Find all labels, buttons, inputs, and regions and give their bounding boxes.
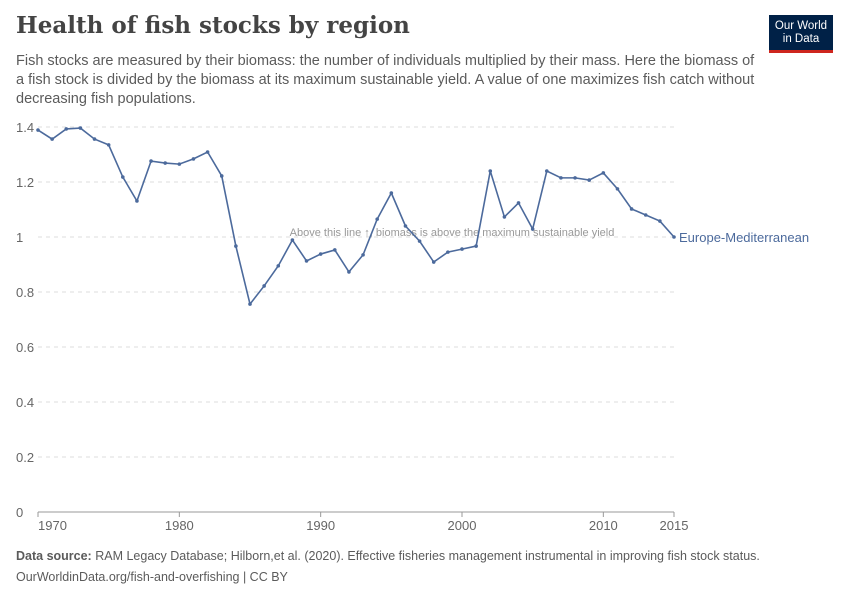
x-tick-label: 1980 — [165, 518, 194, 533]
data-point — [262, 284, 266, 288]
data-point — [177, 162, 182, 166]
data-point — [559, 176, 563, 180]
y-tick-label: 0.6 — [16, 340, 34, 355]
data-point — [615, 187, 620, 191]
data-point — [601, 171, 606, 175]
y-tick-label: 1.2 — [16, 175, 34, 190]
source-label: Data source: — [16, 549, 92, 563]
y-tick-label: 0 — [16, 505, 23, 520]
y-tick-label: 0.4 — [16, 395, 34, 410]
data-point — [629, 207, 634, 211]
data-point — [502, 215, 507, 219]
y-tick-label: 0.2 — [16, 450, 34, 465]
y-tick-label: 0.8 — [16, 285, 34, 300]
data-point — [64, 127, 69, 131]
data-point — [417, 239, 422, 243]
data-point — [290, 238, 295, 242]
x-tick-label: 1970 — [38, 518, 67, 533]
data-source: Data source: RAM Legacy Database; Hilbor… — [16, 549, 760, 563]
data-point — [403, 224, 408, 228]
data-point — [191, 157, 196, 161]
y-tick-label: 1.4 — [16, 120, 34, 135]
data-point — [474, 244, 478, 248]
series-label: Europe-Mediterranean — [679, 230, 809, 245]
data-point — [446, 250, 450, 254]
x-tick-label: 2010 — [589, 518, 618, 533]
data-point — [92, 137, 97, 141]
data-point — [318, 252, 323, 256]
data-point — [50, 137, 54, 141]
data-point — [163, 161, 167, 165]
data-point — [219, 174, 224, 178]
series-line — [37, 127, 675, 306]
data-point — [234, 244, 238, 248]
chart-subtitle: Fish stocks are measured by their biomas… — [16, 53, 755, 107]
data-point — [205, 150, 210, 154]
y-tick-label: 1 — [16, 230, 23, 245]
logo-line1: Our World — [774, 20, 828, 32]
x-tick-label: 2015 — [660, 518, 689, 533]
data-point — [545, 169, 549, 173]
data-point — [516, 201, 521, 205]
data-point — [121, 175, 125, 179]
x-tick-label: 1990 — [306, 518, 335, 533]
data-point — [530, 227, 535, 231]
data-point — [460, 247, 464, 251]
data-point — [431, 260, 436, 264]
footer-link[interactable]: OurWorldinData.org/fish-and-overfishing … — [16, 570, 288, 584]
data-point — [658, 219, 662, 223]
data-point — [149, 159, 153, 163]
data-point — [672, 235, 676, 239]
data-point — [36, 128, 40, 132]
chart-title: Health of fish stocks by region — [16, 12, 410, 39]
data-point — [106, 143, 111, 147]
data-point — [643, 213, 648, 217]
data-point — [375, 217, 380, 221]
data-point — [389, 191, 394, 195]
data-point — [135, 199, 139, 203]
data-point — [573, 176, 577, 180]
data-point — [347, 270, 351, 274]
data-point — [587, 178, 591, 182]
data-point — [361, 253, 365, 257]
source-text: RAM Legacy Database; Hilborn,et al. (202… — [95, 549, 760, 563]
owid-logo[interactable]: Our World in Data — [769, 15, 833, 53]
logo-line2: in Data — [782, 33, 820, 45]
data-point — [304, 259, 309, 263]
data-point — [276, 264, 281, 268]
data-point — [488, 169, 493, 173]
annotation-label: Above this line ↑, biomass is above the … — [290, 227, 615, 239]
data-point — [333, 248, 337, 252]
x-tick-label: 2000 — [448, 518, 477, 533]
data-point — [248, 302, 252, 306]
data-point — [78, 126, 83, 130]
